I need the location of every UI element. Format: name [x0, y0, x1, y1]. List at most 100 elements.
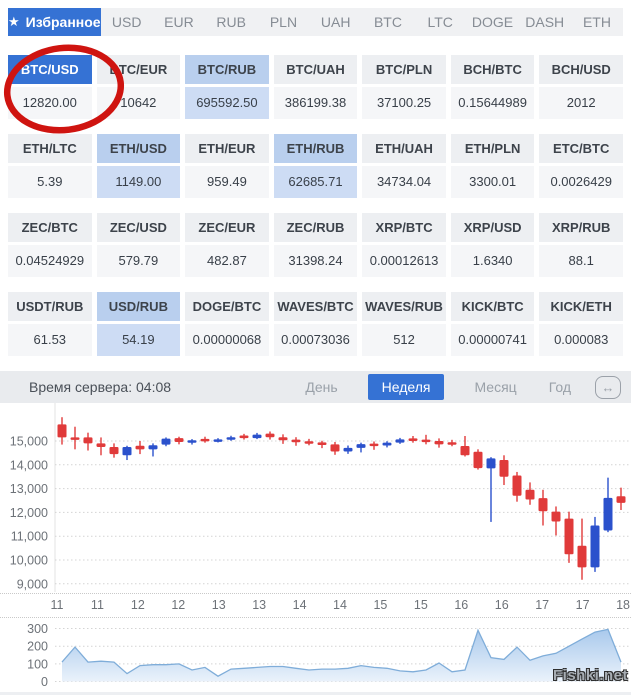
pair-value[interactable]: 34734.04: [362, 166, 446, 198]
x-tick-label: 15: [373, 598, 388, 612]
pair-value[interactable]: 54.19: [96, 324, 181, 356]
tab-btc[interactable]: BTC: [362, 8, 414, 36]
tab-eth[interactable]: ETH: [571, 8, 623, 36]
pair-cell-eth-eur: ETH/EUR 959.49: [185, 134, 269, 198]
pair-value[interactable]: 1149.00: [96, 166, 181, 198]
pair-value[interactable]: 0.00000068: [185, 324, 269, 356]
candle-body-up: [343, 447, 353, 452]
candle-body-down: [577, 545, 587, 568]
tab-ltc[interactable]: LTC: [414, 8, 466, 36]
pair-name[interactable]: BTC/USD: [8, 55, 92, 84]
pair-name[interactable]: ZEC/BTC: [8, 213, 92, 242]
pair-value[interactable]: 512: [362, 324, 446, 356]
range-year[interactable]: Год: [548, 379, 571, 395]
pair-name[interactable]: XRP/USD: [450, 213, 535, 242]
pair-name[interactable]: BCH/BTC: [450, 55, 535, 84]
pair-name[interactable]: ETH/RUB: [273, 134, 358, 163]
pair-value[interactable]: 0.15644989: [450, 87, 535, 119]
pair-name[interactable]: ETH/USD: [96, 134, 181, 163]
pair-name[interactable]: USD/RUB: [96, 292, 181, 321]
rate-row: BTC/USD 12820.00 BTC/EUR 10642 BTC/RUB 695592…: [8, 55, 623, 119]
tab-uah[interactable]: UAH: [310, 8, 362, 36]
pair-name[interactable]: ZEC/USD: [96, 213, 181, 242]
pair-value[interactable]: 62685.71: [273, 166, 358, 198]
pair-value[interactable]: 3300.01: [450, 166, 535, 198]
pair-value[interactable]: 0.00012613: [362, 245, 446, 277]
pair-value[interactable]: 386199.38: [273, 87, 358, 119]
pair-name[interactable]: ZEC/RUB: [273, 213, 358, 242]
range-month[interactable]: Месяц: [474, 379, 517, 395]
pair-name[interactable]: BTC/EUR: [96, 55, 181, 84]
pair-value[interactable]: 959.49: [185, 166, 269, 198]
pair-name[interactable]: WAVES/BTC: [273, 292, 358, 321]
price-y-tick: 11,000: [11, 530, 48, 544]
star-icon: ★: [8, 14, 20, 29]
tab-rub[interactable]: RUB: [205, 8, 257, 36]
pair-name[interactable]: XRP/BTC: [362, 213, 446, 242]
pair-value[interactable]: 0.04524929: [8, 245, 92, 277]
pair-cell-zec-eur: ZEC/EUR 482.87: [185, 213, 269, 277]
pair-name[interactable]: DOGE/BTC: [185, 292, 269, 321]
price-y-tick: 10,000: [10, 554, 48, 568]
pair-name[interactable]: XRP/RUB: [539, 213, 623, 242]
pair-value[interactable]: 1.6340: [450, 245, 535, 277]
tab-label: Избранное: [25, 14, 101, 30]
pair-value[interactable]: 2012: [539, 87, 623, 119]
pair-value[interactable]: 12820.00: [8, 87, 92, 119]
pair-cell-bch-btc: BCH/BTC 0.15644989: [450, 55, 535, 119]
pair-value[interactable]: 88.1: [539, 245, 623, 277]
pair-value[interactable]: 0.0026429: [539, 166, 623, 198]
pair-name[interactable]: BTC/UAH: [273, 55, 358, 84]
pair-name[interactable]: ETH/LTC: [8, 134, 92, 163]
pair-value[interactable]: 37100.25: [362, 87, 446, 119]
candle-body-down: [538, 498, 548, 512]
pair-name[interactable]: ETH/UAH: [362, 134, 446, 163]
volume-area-chart[interactable]: 300 200 100 0: [0, 618, 631, 692]
pair-cell-kick-eth: KICK/ETH 0.000083: [539, 292, 623, 356]
pair-value[interactable]: 579.79: [96, 245, 181, 277]
range-day[interactable]: День: [305, 379, 338, 395]
pair-value[interactable]: 482.87: [185, 245, 269, 277]
range-switcher: День Неделя Месяц Год: [303, 374, 573, 400]
tab-eur[interactable]: EUR: [153, 8, 205, 36]
tab-pln[interactable]: PLN: [257, 8, 309, 36]
x-tick-label: 16: [494, 598, 509, 612]
pair-name[interactable]: BCH/USD: [539, 55, 623, 84]
pair-value[interactable]: 5.39: [8, 166, 92, 198]
candle-body-down: [564, 518, 574, 555]
pair-value[interactable]: 695592.50: [185, 87, 269, 119]
chart-toolbar: Время сервера: 04:08 День Неделя Месяц Год …: [0, 371, 631, 403]
tab-dash[interactable]: DASH: [519, 8, 571, 36]
pair-name[interactable]: ETH/EUR: [185, 134, 269, 163]
pair-cell-btc-pln: BTC/PLN 37100.25: [362, 55, 446, 119]
pair-name[interactable]: KICK/ETH: [539, 292, 623, 321]
pair-name[interactable]: USDT/RUB: [8, 292, 92, 321]
pair-name[interactable]: KICK/BTC: [450, 292, 535, 321]
pair-name[interactable]: BTC/RUB: [185, 55, 269, 84]
volume-y-tick: 0: [41, 675, 48, 689]
tab-label: EUR: [164, 14, 194, 30]
tab-usd[interactable]: USD: [101, 8, 153, 36]
pair-value[interactable]: 61.53: [8, 324, 92, 356]
price-candlestick-chart[interactable]: 15,000 14,000 13,000 12,000 11,000 10,000 9,00…: [0, 403, 631, 593]
pair-value[interactable]: 31398.24: [273, 245, 358, 277]
pair-name[interactable]: ETC/BTC: [539, 134, 623, 163]
pair-name[interactable]: ETH/PLN: [450, 134, 535, 163]
pair-name[interactable]: ZEC/EUR: [185, 213, 269, 242]
tab-favorites[interactable]: ★ Избранное: [8, 8, 101, 36]
candle-body-down: [330, 444, 340, 452]
pair-cell-xrp-usd: XRP/USD 1.6340: [450, 213, 535, 277]
x-tick-label: 17: [575, 598, 590, 612]
expand-horizontal-icon[interactable]: ↔: [595, 375, 621, 399]
tab-doge[interactable]: DOGE: [466, 8, 518, 36]
pair-cell-zec-usd: ZEC/USD 579.79: [96, 213, 181, 277]
pair-value[interactable]: 0.00073036: [273, 324, 358, 356]
tab-label: LTC: [427, 14, 453, 30]
pair-value[interactable]: 0.000083: [539, 324, 623, 356]
pair-value[interactable]: 10642: [96, 87, 181, 119]
pair-name[interactable]: WAVES/RUB: [362, 292, 446, 321]
pair-name[interactable]: BTC/PLN: [362, 55, 446, 84]
range-week[interactable]: Неделя: [367, 374, 445, 400]
pair-value[interactable]: 0.00000741: [450, 324, 535, 356]
candle-body-up: [590, 525, 600, 568]
